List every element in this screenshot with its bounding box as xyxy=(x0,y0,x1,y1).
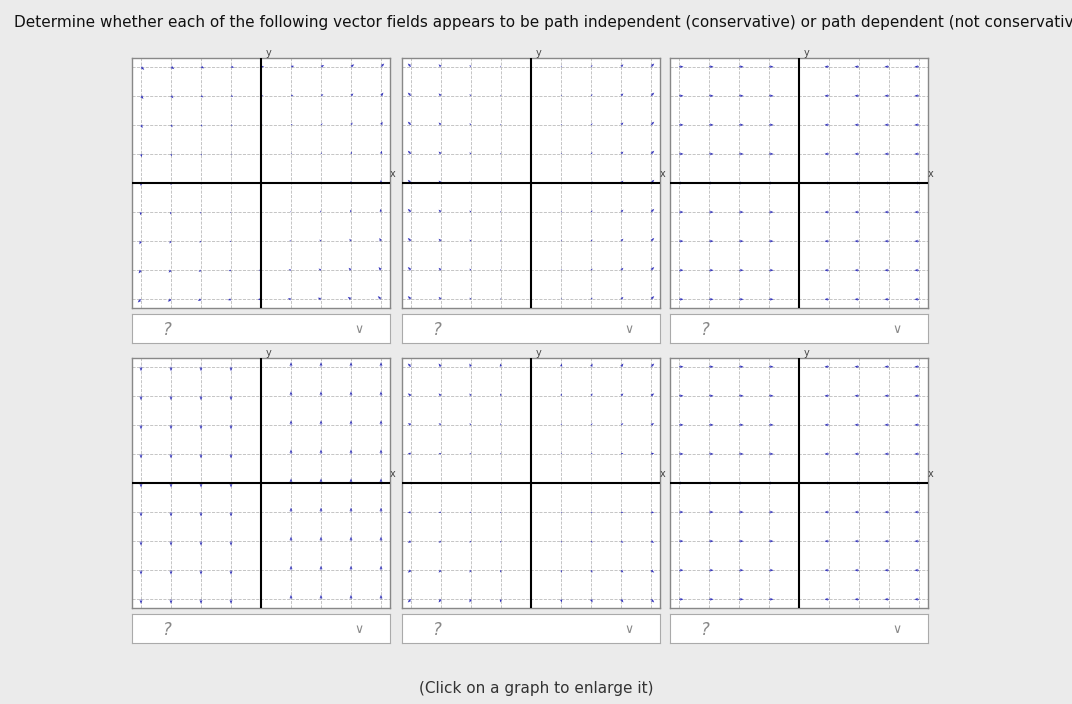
Text: y: y xyxy=(536,48,541,58)
Text: x: x xyxy=(390,469,396,479)
Text: ∨: ∨ xyxy=(355,323,363,337)
Text: y: y xyxy=(804,48,809,58)
Text: Determine whether each of the following vector fields appears to be path indepen: Determine whether each of the following … xyxy=(14,15,1072,30)
Text: ∨: ∨ xyxy=(625,323,634,337)
Text: x: x xyxy=(660,169,666,179)
Text: y: y xyxy=(536,348,541,358)
Text: x: x xyxy=(928,469,934,479)
Text: ∨: ∨ xyxy=(625,624,634,636)
Text: x: x xyxy=(928,169,934,179)
Text: ∨: ∨ xyxy=(355,624,363,636)
Text: ?: ? xyxy=(701,621,710,639)
Text: ?: ? xyxy=(433,321,442,339)
Text: ∨: ∨ xyxy=(893,624,902,636)
Text: ?: ? xyxy=(701,321,710,339)
Text: ∨: ∨ xyxy=(893,323,902,337)
Text: (Click on a graph to enlarge it): (Click on a graph to enlarge it) xyxy=(419,681,653,696)
Text: ?: ? xyxy=(433,621,442,639)
Text: x: x xyxy=(390,169,396,179)
Text: ?: ? xyxy=(163,321,172,339)
Text: ?: ? xyxy=(163,621,172,639)
Text: x: x xyxy=(660,469,666,479)
Text: y: y xyxy=(266,348,271,358)
Text: y: y xyxy=(266,48,271,58)
Text: y: y xyxy=(804,348,809,358)
